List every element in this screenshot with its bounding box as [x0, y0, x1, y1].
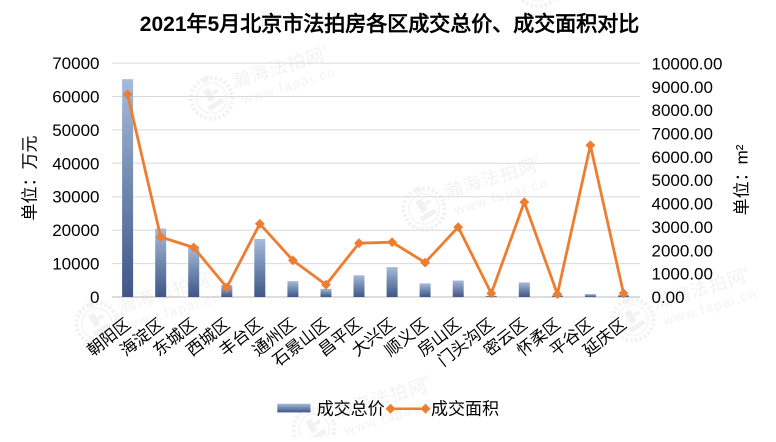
svg-text:0: 0 [90, 288, 99, 307]
svg-text:20000: 20000 [52, 221, 99, 240]
svg-text:10000.00: 10000.00 [652, 54, 723, 73]
svg-text:4000.00: 4000.00 [652, 195, 713, 214]
svg-text:7000.00: 7000.00 [652, 125, 713, 144]
svg-text:40000: 40000 [52, 154, 99, 173]
svg-text:5000.00: 5000.00 [652, 171, 713, 190]
svg-text:6000.00: 6000.00 [652, 148, 713, 167]
svg-text:3000.00: 3000.00 [652, 218, 713, 237]
svg-text:70000: 70000 [52, 54, 99, 73]
svg-text:0.00: 0.00 [652, 288, 685, 307]
svg-text:单位：万元: 单位：万元 [21, 136, 40, 221]
svg-text:8000.00: 8000.00 [652, 101, 713, 120]
svg-text:60000: 60000 [52, 88, 99, 107]
svg-text:2021年5月北京市法拍房各区成交总价、成交面积对比: 2021年5月北京市法拍房各区成交总价、成交面积对比 [140, 12, 639, 36]
svg-text:9000.00: 9000.00 [652, 78, 713, 97]
svg-text:2000.00: 2000.00 [652, 241, 713, 260]
svg-text:50000: 50000 [52, 121, 99, 140]
svg-text:30000: 30000 [52, 188, 99, 207]
svg-text:10000: 10000 [52, 255, 99, 274]
svg-text:成交总价: 成交总价 [317, 400, 385, 419]
svg-text:成交面积: 成交面积 [431, 400, 499, 419]
svg-text:单位：m²: 单位：m² [733, 144, 752, 215]
svg-text:1000.00: 1000.00 [652, 265, 713, 284]
